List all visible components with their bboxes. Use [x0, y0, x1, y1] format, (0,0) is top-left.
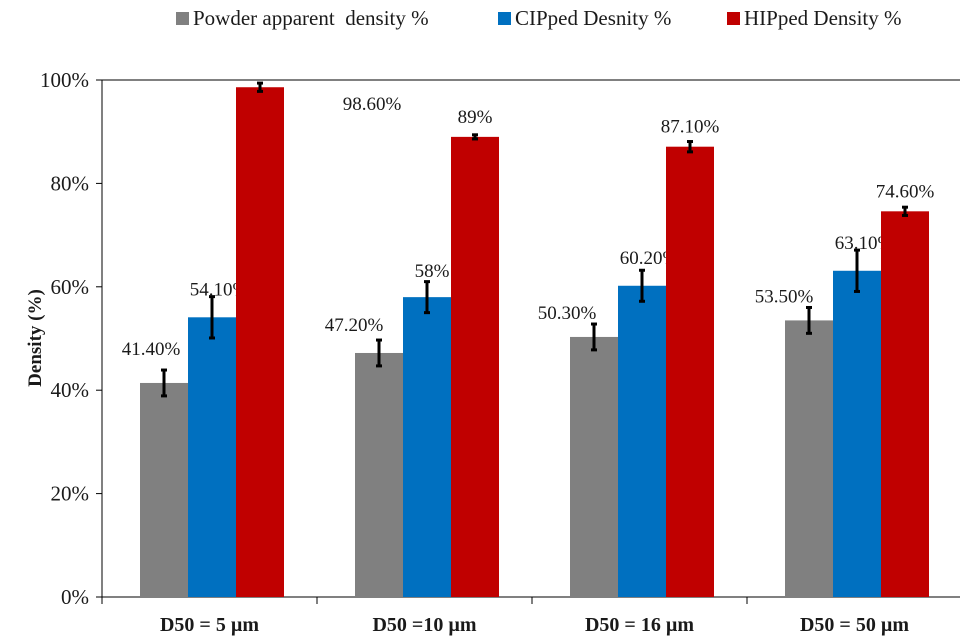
bar — [570, 336, 618, 597]
bar — [188, 317, 236, 597]
legend-swatch-powder — [176, 12, 189, 25]
y-tick-label: 40% — [51, 378, 90, 402]
data-label: 63.10% — [835, 233, 894, 254]
legend-label-hipped: HIPped Density % — [744, 6, 902, 30]
bar — [618, 285, 666, 597]
bar — [403, 297, 451, 597]
legend-item-hipped: HIPped Density % — [727, 6, 901, 31]
legend-item-powder: Powder apparent density % — [176, 6, 429, 31]
data-label: 87.10% — [661, 117, 720, 138]
bar — [451, 136, 499, 597]
data-label: 74.60% — [876, 181, 935, 202]
y-axis-title: Density (%) — [25, 289, 46, 387]
data-label: 98.60% — [343, 94, 402, 115]
legend: Powder apparent density % CIPped Desnity… — [0, 6, 960, 34]
x-tick-label: D50 = 16 µm — [585, 614, 694, 636]
data-label: 53.50% — [755, 286, 814, 307]
legend-item-cipped: CIPped Desnity % — [498, 6, 671, 31]
data-label: 54.10% — [190, 279, 249, 300]
data-label: 41.40% — [122, 339, 181, 360]
y-tick-label: 100% — [40, 68, 89, 92]
x-tick-label: D50 = 50 µm — [800, 614, 909, 636]
data-label: 47.20% — [325, 315, 384, 336]
bar — [355, 352, 403, 597]
legend-label-powder: Powder apparent density % — [193, 6, 429, 30]
data-label: 50.30% — [538, 303, 597, 324]
bar — [236, 87, 284, 597]
y-tick-label: 0% — [61, 585, 89, 609]
x-tick-label: D50 = 5 µm — [160, 614, 259, 636]
y-tick-label: 20% — [51, 482, 90, 506]
bar — [881, 211, 929, 597]
data-label: 60.20% — [620, 248, 679, 269]
bar — [833, 270, 881, 597]
bar — [140, 382, 188, 597]
data-label: 58% — [415, 261, 450, 282]
legend-label-cipped: CIPped Desnity % — [515, 6, 672, 30]
bar — [666, 146, 714, 597]
legend-swatch-cipped — [498, 12, 511, 25]
y-tick-label: 60% — [51, 275, 90, 299]
x-tick-label: D50 =10 µm — [372, 614, 476, 636]
y-tick-label: 80% — [51, 171, 90, 195]
legend-swatch-hipped — [727, 12, 740, 25]
bar — [785, 320, 833, 597]
data-label: 89% — [458, 107, 493, 128]
